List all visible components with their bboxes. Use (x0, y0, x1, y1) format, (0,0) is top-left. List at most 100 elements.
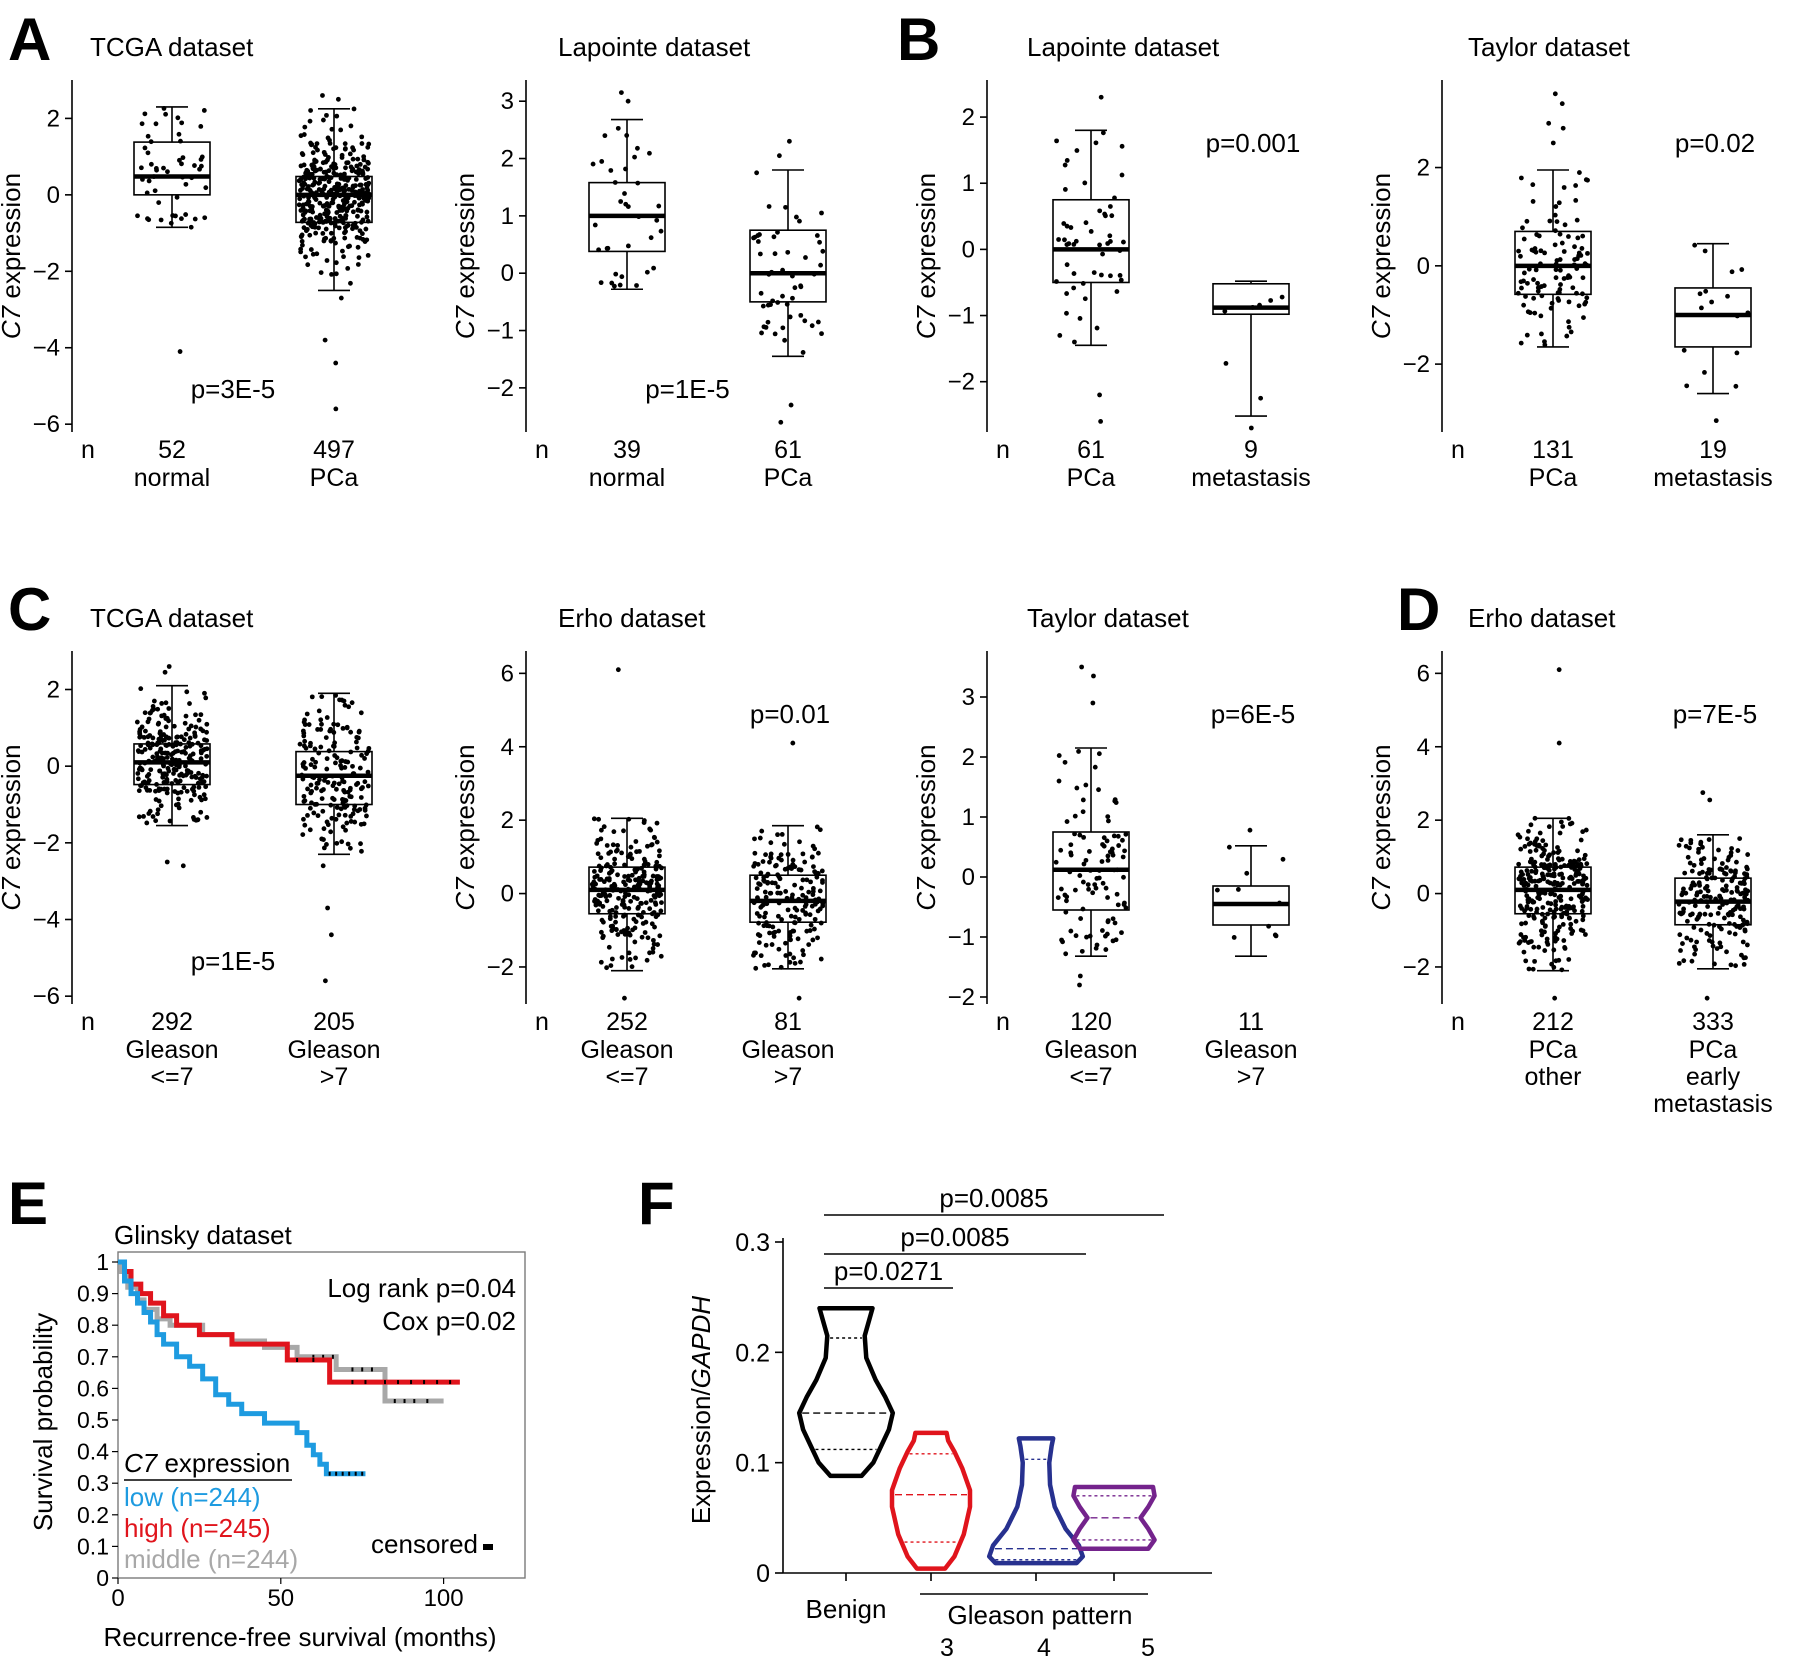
data-point (1518, 279, 1524, 285)
data-point (1121, 874, 1126, 880)
outlier-point (325, 905, 330, 911)
plot-frame (117, 1251, 526, 1579)
data-point (340, 725, 346, 731)
data-point (356, 255, 362, 260)
data-point (761, 923, 767, 929)
data-point (355, 156, 361, 162)
data-point (758, 870, 764, 876)
p-value: p=7E-5 (1673, 699, 1758, 729)
data-point (792, 882, 798, 888)
data-point (1553, 267, 1559, 273)
data-point (1716, 847, 1721, 853)
data-point (362, 164, 368, 170)
data-point (772, 331, 778, 337)
data-point (347, 785, 353, 791)
y-tick-label: 2 (1417, 807, 1430, 834)
data-point (591, 816, 597, 822)
data-point (1081, 861, 1087, 867)
data-point (343, 175, 349, 181)
data-point (1681, 886, 1686, 892)
outlier-point (1552, 91, 1558, 97)
data-point (353, 176, 359, 182)
data-point (330, 191, 336, 197)
data-point (810, 843, 816, 849)
data-point (819, 331, 824, 337)
data-point (800, 350, 806, 355)
data-point (305, 174, 311, 180)
data-point (1122, 900, 1127, 906)
data-point (175, 734, 180, 740)
data-point (800, 892, 806, 898)
data-point (1692, 897, 1698, 903)
data-point (1099, 859, 1105, 864)
data-point (163, 734, 169, 740)
data-point (150, 814, 156, 819)
data-point (606, 944, 612, 950)
data-point (1533, 267, 1539, 273)
data-point (820, 901, 826, 906)
data-point (596, 247, 602, 253)
data-point (344, 208, 350, 214)
data-point (1524, 218, 1530, 224)
data-point (1525, 882, 1531, 888)
data-point (1728, 853, 1734, 858)
data-point (655, 884, 660, 890)
data-point (626, 906, 632, 911)
data-point (321, 203, 327, 209)
data-point (329, 815, 335, 821)
data-point (1561, 276, 1567, 281)
stat-annotation: Cox p=0.02 (382, 1306, 516, 1336)
data-point (658, 908, 664, 914)
data-point (162, 786, 167, 792)
data-point (179, 216, 184, 222)
data-point (202, 796, 208, 802)
data-point (345, 841, 351, 847)
data-point (650, 937, 656, 943)
data-point (300, 832, 306, 837)
data-point (1584, 295, 1590, 301)
data-point (1099, 928, 1105, 933)
data-point (1515, 290, 1521, 296)
data-point (809, 323, 815, 329)
data-point (1566, 957, 1572, 962)
data-point (652, 924, 657, 930)
data-point (155, 754, 160, 760)
data-point (348, 729, 354, 735)
data-point (155, 740, 161, 746)
p-value: p=1E-5 (191, 946, 276, 976)
data-point (197, 794, 203, 800)
data-point (754, 886, 760, 892)
data-point (321, 837, 326, 842)
data-point (1078, 916, 1084, 921)
data-point (1543, 923, 1548, 929)
data-point (332, 221, 338, 227)
data-point (1534, 909, 1539, 915)
data-point (1585, 897, 1590, 902)
data-point (1535, 280, 1540, 286)
data-point (1250, 304, 1256, 310)
data-point (787, 951, 793, 957)
data-point (326, 748, 332, 754)
data-point (358, 182, 364, 188)
data-point (591, 869, 597, 874)
data-point (328, 802, 334, 808)
axis-title-italic: C7 (911, 304, 941, 339)
data-point (1071, 285, 1077, 291)
data-point (784, 895, 790, 901)
data-point (598, 855, 604, 861)
data-point (1101, 835, 1107, 841)
data-point (183, 750, 188, 756)
data-point (183, 744, 189, 750)
data-point (1119, 143, 1125, 149)
data-point (1087, 933, 1093, 939)
data-point (156, 720, 162, 726)
axis-title-italic: C7 (911, 876, 941, 911)
violin-body (1071, 1484, 1157, 1551)
data-point (305, 786, 310, 792)
data-point (1064, 310, 1069, 316)
data-point (1584, 882, 1590, 888)
data-point (180, 174, 185, 180)
data-point (342, 702, 348, 708)
